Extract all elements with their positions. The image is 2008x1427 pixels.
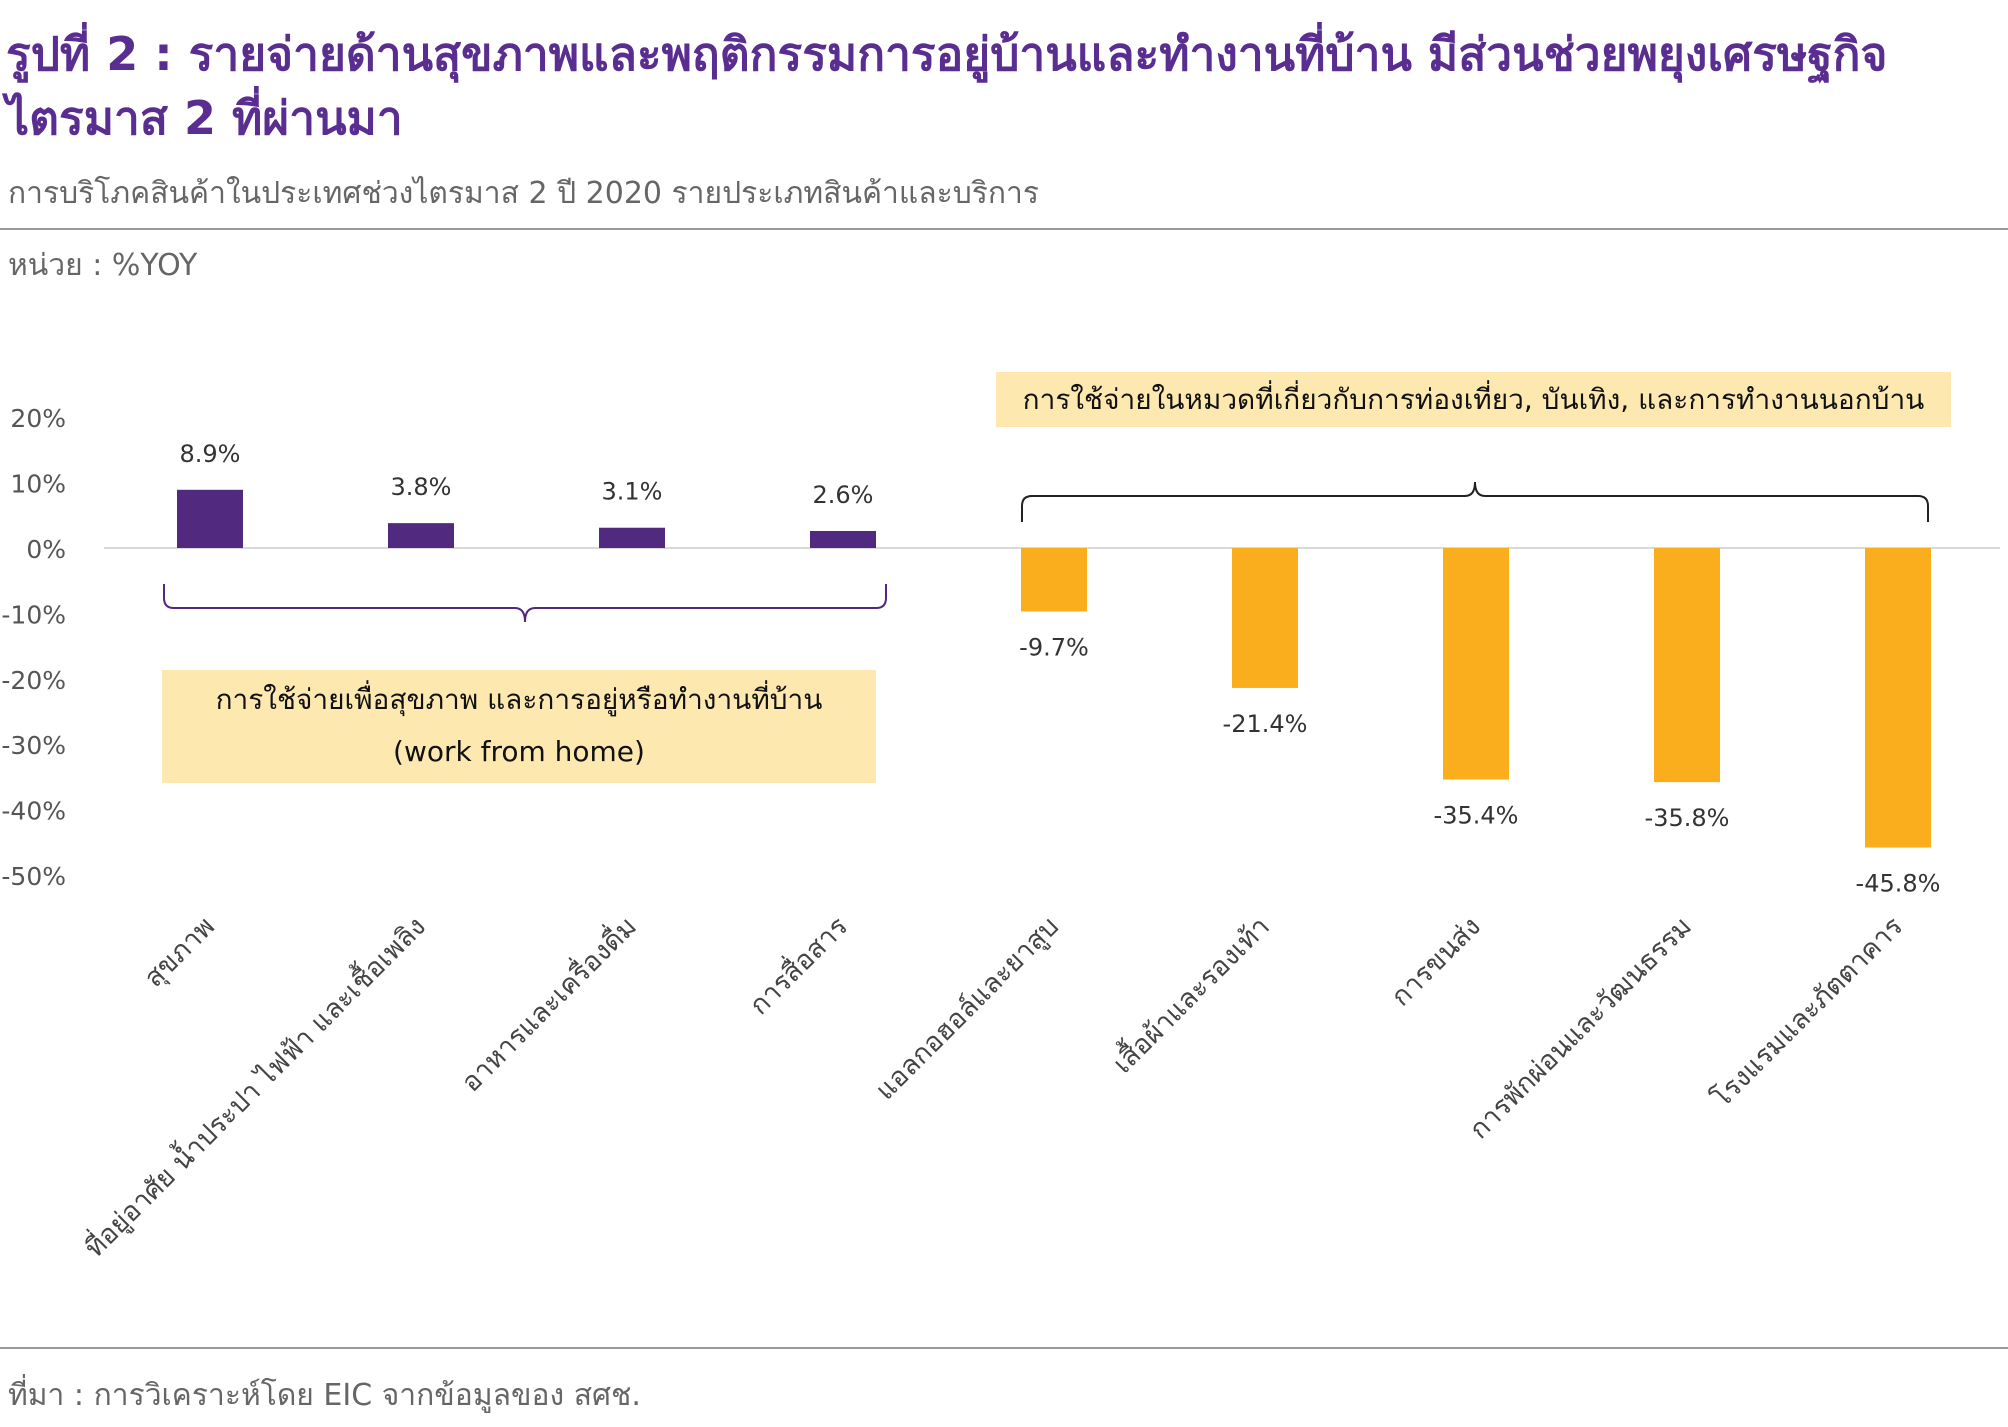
value-label: -45.8%	[1856, 870, 1941, 898]
bar	[1865, 548, 1931, 848]
y-tick-label: -50%	[1, 862, 66, 891]
unit-label: หน่วย : %YOY	[8, 248, 198, 283]
y-tick-label: 0%	[26, 535, 66, 564]
value-label: 8.9%	[180, 440, 241, 468]
annotation-wfh: การใช้จ่ายเพื่อสุขภาพ และการอยู่หรือทำงา…	[162, 670, 876, 783]
bar	[177, 489, 243, 548]
x-category-label: แอลกอฮอล์และยาสูบ	[869, 910, 1065, 1106]
bar	[1232, 548, 1298, 688]
brace-outside	[1021, 481, 1929, 522]
annotation-wfh-line2: (work from home)	[393, 735, 645, 768]
value-label: 2.6%	[813, 481, 874, 509]
value-label: 3.8%	[391, 473, 452, 501]
value-label: -35.4%	[1434, 802, 1519, 830]
x-category-label: สุขภาพ	[138, 911, 221, 994]
annotation-wfh-line1: การใช้จ่ายเพื่อสุขภาพ และการอยู่หรือทำงา…	[215, 683, 823, 716]
y-tick-label: -10%	[1, 600, 66, 629]
x-category-label: โรงแรมและภัตตาคาร	[1706, 911, 1909, 1114]
value-label: -21.4%	[1223, 710, 1308, 738]
y-tick-label: 10%	[10, 470, 66, 499]
x-category-label: การขนส่ง	[1385, 911, 1487, 1013]
source-note: ที่มา : การวิเคราะห์โดย EIC จากข้อมูลของ…	[8, 1378, 641, 1413]
annotation-outside: การใช้จ่ายในหมวดที่เกี่ยวกับการท่องเที่ย…	[996, 372, 1951, 427]
bar	[599, 527, 665, 548]
bar	[810, 530, 876, 548]
chart-subtitle: การบริโภคสินค้าในประเทศช่วงไตรมาส 2 ปี 2…	[8, 176, 1040, 211]
x-category-label: การพักผ่อนและวัฒนธรรม	[1464, 911, 1698, 1145]
bar	[1021, 548, 1087, 612]
bottom-divider	[0, 1347, 2008, 1349]
chart-title: รูปที่ 2 : รายจ่ายด้านสุขภาพและพฤติกรรมก…	[6, 27, 1888, 145]
x-category-label: เสื้อผ้าและรองเท้า	[1104, 907, 1276, 1079]
x-category-label: อาหารและเครื่องดื่ม	[453, 908, 643, 1098]
value-label: -35.8%	[1645, 804, 1730, 832]
y-tick-label: -20%	[1, 666, 66, 695]
x-category-label: การสื่อสาร	[741, 908, 854, 1021]
x-category-label: ที่อยู่อาศัย น้ำประปา ไฟฟ้า และเชื้อเพลิ…	[76, 907, 432, 1263]
y-tick-label: -40%	[1, 797, 66, 826]
top-divider	[0, 228, 2008, 230]
brace-wfh	[163, 584, 887, 623]
y-tick-label: -30%	[1, 731, 66, 760]
bar	[388, 523, 454, 548]
bar	[1654, 548, 1720, 783]
bar	[1443, 548, 1509, 780]
value-label: 3.1%	[602, 478, 663, 506]
y-tick-label: 20%	[10, 404, 66, 433]
value-label: -9.7%	[1019, 633, 1089, 661]
